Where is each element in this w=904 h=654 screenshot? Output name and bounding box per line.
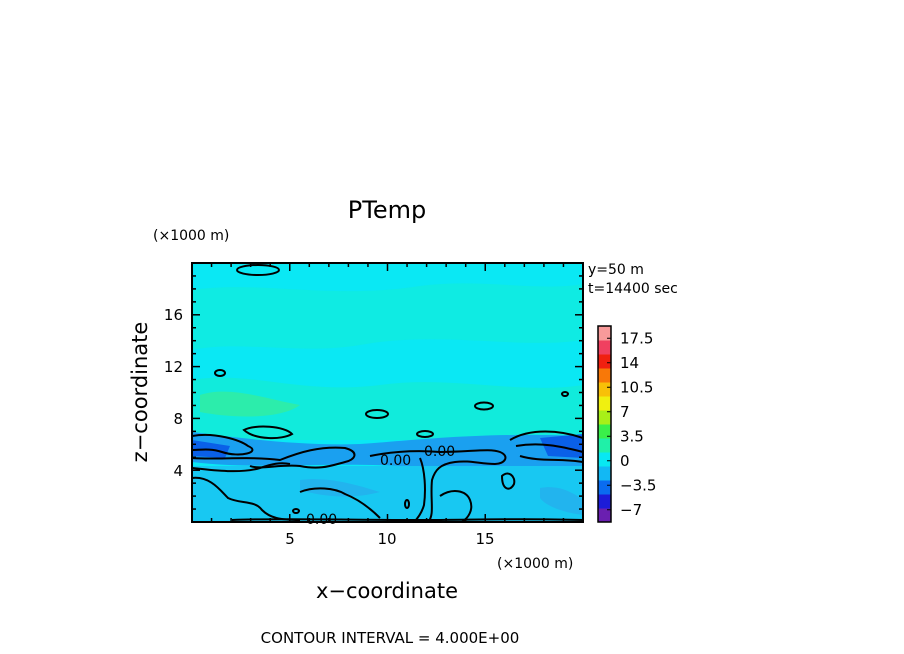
contour-line [192, 462, 291, 473]
colorbar-swatch [598, 326, 611, 341]
contour-line [500, 472, 516, 490]
y-tick-label: 4 [173, 462, 183, 480]
x-tick-label: 5 [285, 530, 295, 548]
annotation-t: t=14400 sec [588, 281, 678, 297]
contour-line [192, 446, 356, 469]
colorbar-swatch [598, 508, 611, 523]
contour-line [365, 409, 389, 419]
colorbar-tick-label: 0 [620, 452, 630, 470]
heatmap-field [192, 263, 583, 522]
colorbar-tick-label: 17.5 [620, 329, 653, 347]
field-patch [540, 434, 583, 458]
field-patch [540, 487, 583, 515]
x-unit-label: (×1000 m) [497, 556, 573, 572]
colorbar-swatch [598, 424, 611, 439]
colorbar-swatch [598, 340, 611, 355]
contour-line [509, 430, 583, 441]
contour-line [299, 487, 381, 519]
contour-line [474, 401, 494, 411]
field-patch [300, 479, 380, 497]
contour-lines [192, 264, 583, 522]
contour-line [231, 518, 583, 522]
contour-line [369, 449, 507, 522]
y-tick-label: 8 [173, 410, 183, 428]
colorbar-tick-label: 7 [620, 403, 630, 421]
chart-title: PTemp [348, 196, 426, 224]
contour-line [292, 508, 300, 514]
colorbar-labels: 17.5 14 10.5 7 3.5 0 −3.5 −7 [607, 329, 656, 519]
colorbar-swatch [598, 480, 611, 495]
contour-interval-label: CONTOUR INTERVAL = 4.000E+00 [261, 629, 520, 647]
colorbar-swatch [598, 354, 611, 369]
contour-line [413, 457, 426, 522]
colorbar-tick-label: 14 [620, 354, 639, 372]
colorbar-tick-label: −7 [620, 501, 642, 519]
contour-line [519, 455, 583, 463]
field-patch [192, 377, 583, 440]
x-tick-label: 10 [377, 530, 396, 548]
contour-line [242, 425, 294, 440]
contour-line [416, 430, 434, 438]
colorbar [597, 325, 612, 523]
colorbar-frame [597, 325, 612, 523]
colorbar-tick-label: 10.5 [620, 378, 653, 396]
y-tick-label: 12 [164, 358, 183, 376]
contour-line [561, 391, 569, 397]
contour-line [439, 490, 473, 522]
colorbar-swatch [598, 396, 611, 411]
colorbar-tick-label: 3.5 [620, 427, 644, 445]
colorbar-swatch [598, 410, 611, 425]
colorbar-swatch [598, 466, 611, 481]
contour-label: 0.00 [424, 444, 455, 460]
field-patch [200, 391, 300, 417]
contour-line [404, 499, 410, 509]
y-tick-label: 16 [164, 306, 183, 324]
colorbar-swatch [598, 382, 611, 397]
field-lower-layer [192, 466, 583, 522]
colorbar-tick-label: −3.5 [620, 476, 656, 494]
colorbar-swatch [598, 452, 611, 467]
contour-label: 0.00 [306, 512, 337, 528]
contour-line [192, 434, 254, 456]
colorbar-swatch [598, 368, 611, 383]
contour-line [192, 476, 301, 521]
contour-line [515, 443, 583, 453]
field-patch [192, 283, 583, 350]
field-cold-layer [192, 432, 583, 468]
y-axis-label: z−coordinate [128, 322, 152, 463]
contour-label: 0.00 [380, 453, 411, 469]
y-unit-label: (×1000 m) [153, 228, 229, 244]
contour-line [214, 369, 226, 377]
axis-ticks [192, 263, 583, 522]
x-axis-label: x−coordinate [316, 579, 458, 603]
colorbar-swatch [598, 494, 611, 509]
colorbar-swatch [598, 438, 611, 453]
contour-line [236, 264, 280, 276]
annotation-y: y=50 m [588, 262, 644, 278]
x-tick-label: 15 [475, 530, 494, 548]
